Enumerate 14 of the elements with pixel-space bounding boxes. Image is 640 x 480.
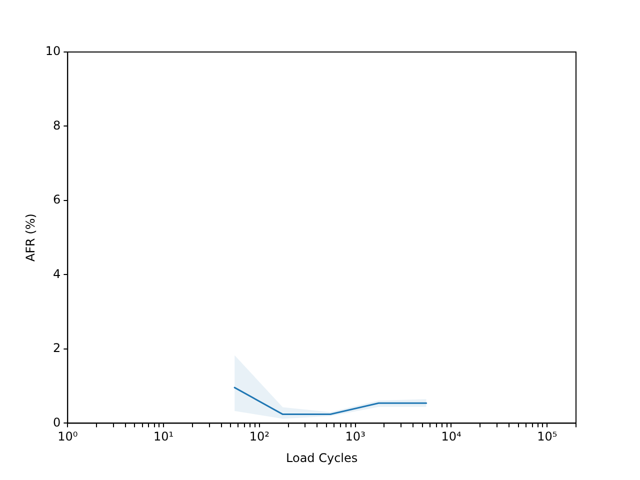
y-tick-label: 4 [53, 266, 61, 281]
y-tick-label: 10 [45, 44, 61, 58]
x-tick-label: 10³ [345, 430, 366, 444]
y-tick-label: 6 [53, 192, 61, 207]
x-tick-label: 10⁰ [58, 430, 78, 444]
x-tick-label: 10¹ [154, 430, 174, 444]
x-axis-title: Load Cycles [286, 450, 358, 465]
x-tick-label: 10⁴ [441, 430, 462, 444]
y-tick-label: 8 [53, 118, 61, 132]
y-tick-label: 2 [53, 341, 61, 356]
y-tick-label: 0 [53, 415, 61, 430]
x-tick-label: 10² [249, 430, 270, 444]
y-axis-title: AFR (%) [23, 214, 38, 262]
x-tick-label: 10⁵ [537, 430, 558, 444]
